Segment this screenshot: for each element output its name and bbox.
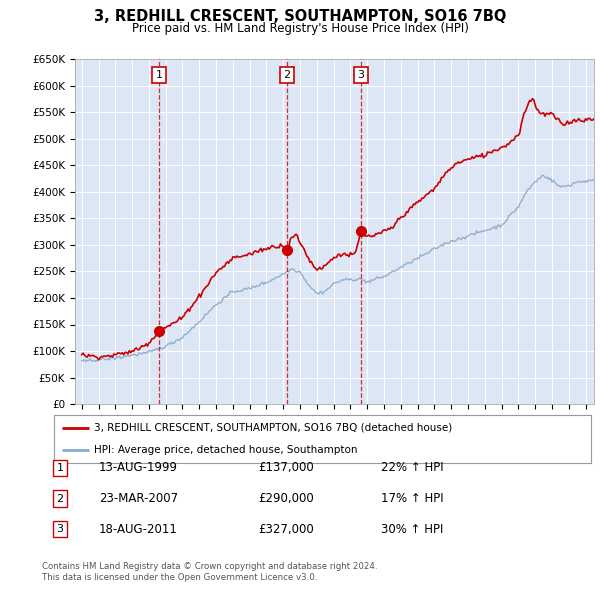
Text: 1: 1 [156,70,163,80]
Text: 13-AUG-1999: 13-AUG-1999 [99,461,178,474]
Text: HPI: Average price, detached house, Southampton: HPI: Average price, detached house, Sout… [94,445,358,455]
Text: 3: 3 [56,525,64,534]
Text: Price paid vs. HM Land Registry's House Price Index (HPI): Price paid vs. HM Land Registry's House … [131,22,469,35]
Text: 2: 2 [283,70,290,80]
Text: £327,000: £327,000 [258,523,314,536]
Text: Contains HM Land Registry data © Crown copyright and database right 2024.
This d: Contains HM Land Registry data © Crown c… [42,562,377,582]
Text: 1: 1 [56,463,64,473]
Text: 2: 2 [56,494,64,503]
Text: 3, REDHILL CRESCENT, SOUTHAMPTON, SO16 7BQ: 3, REDHILL CRESCENT, SOUTHAMPTON, SO16 7… [94,9,506,24]
Text: 3, REDHILL CRESCENT, SOUTHAMPTON, SO16 7BQ (detached house): 3, REDHILL CRESCENT, SOUTHAMPTON, SO16 7… [94,423,452,433]
Text: £137,000: £137,000 [258,461,314,474]
Text: 3: 3 [358,70,364,80]
Text: £290,000: £290,000 [258,492,314,505]
Text: 30% ↑ HPI: 30% ↑ HPI [381,523,443,536]
Text: 18-AUG-2011: 18-AUG-2011 [99,523,178,536]
Text: 17% ↑ HPI: 17% ↑ HPI [381,492,443,505]
Text: 22% ↑ HPI: 22% ↑ HPI [381,461,443,474]
Text: 23-MAR-2007: 23-MAR-2007 [99,492,178,505]
